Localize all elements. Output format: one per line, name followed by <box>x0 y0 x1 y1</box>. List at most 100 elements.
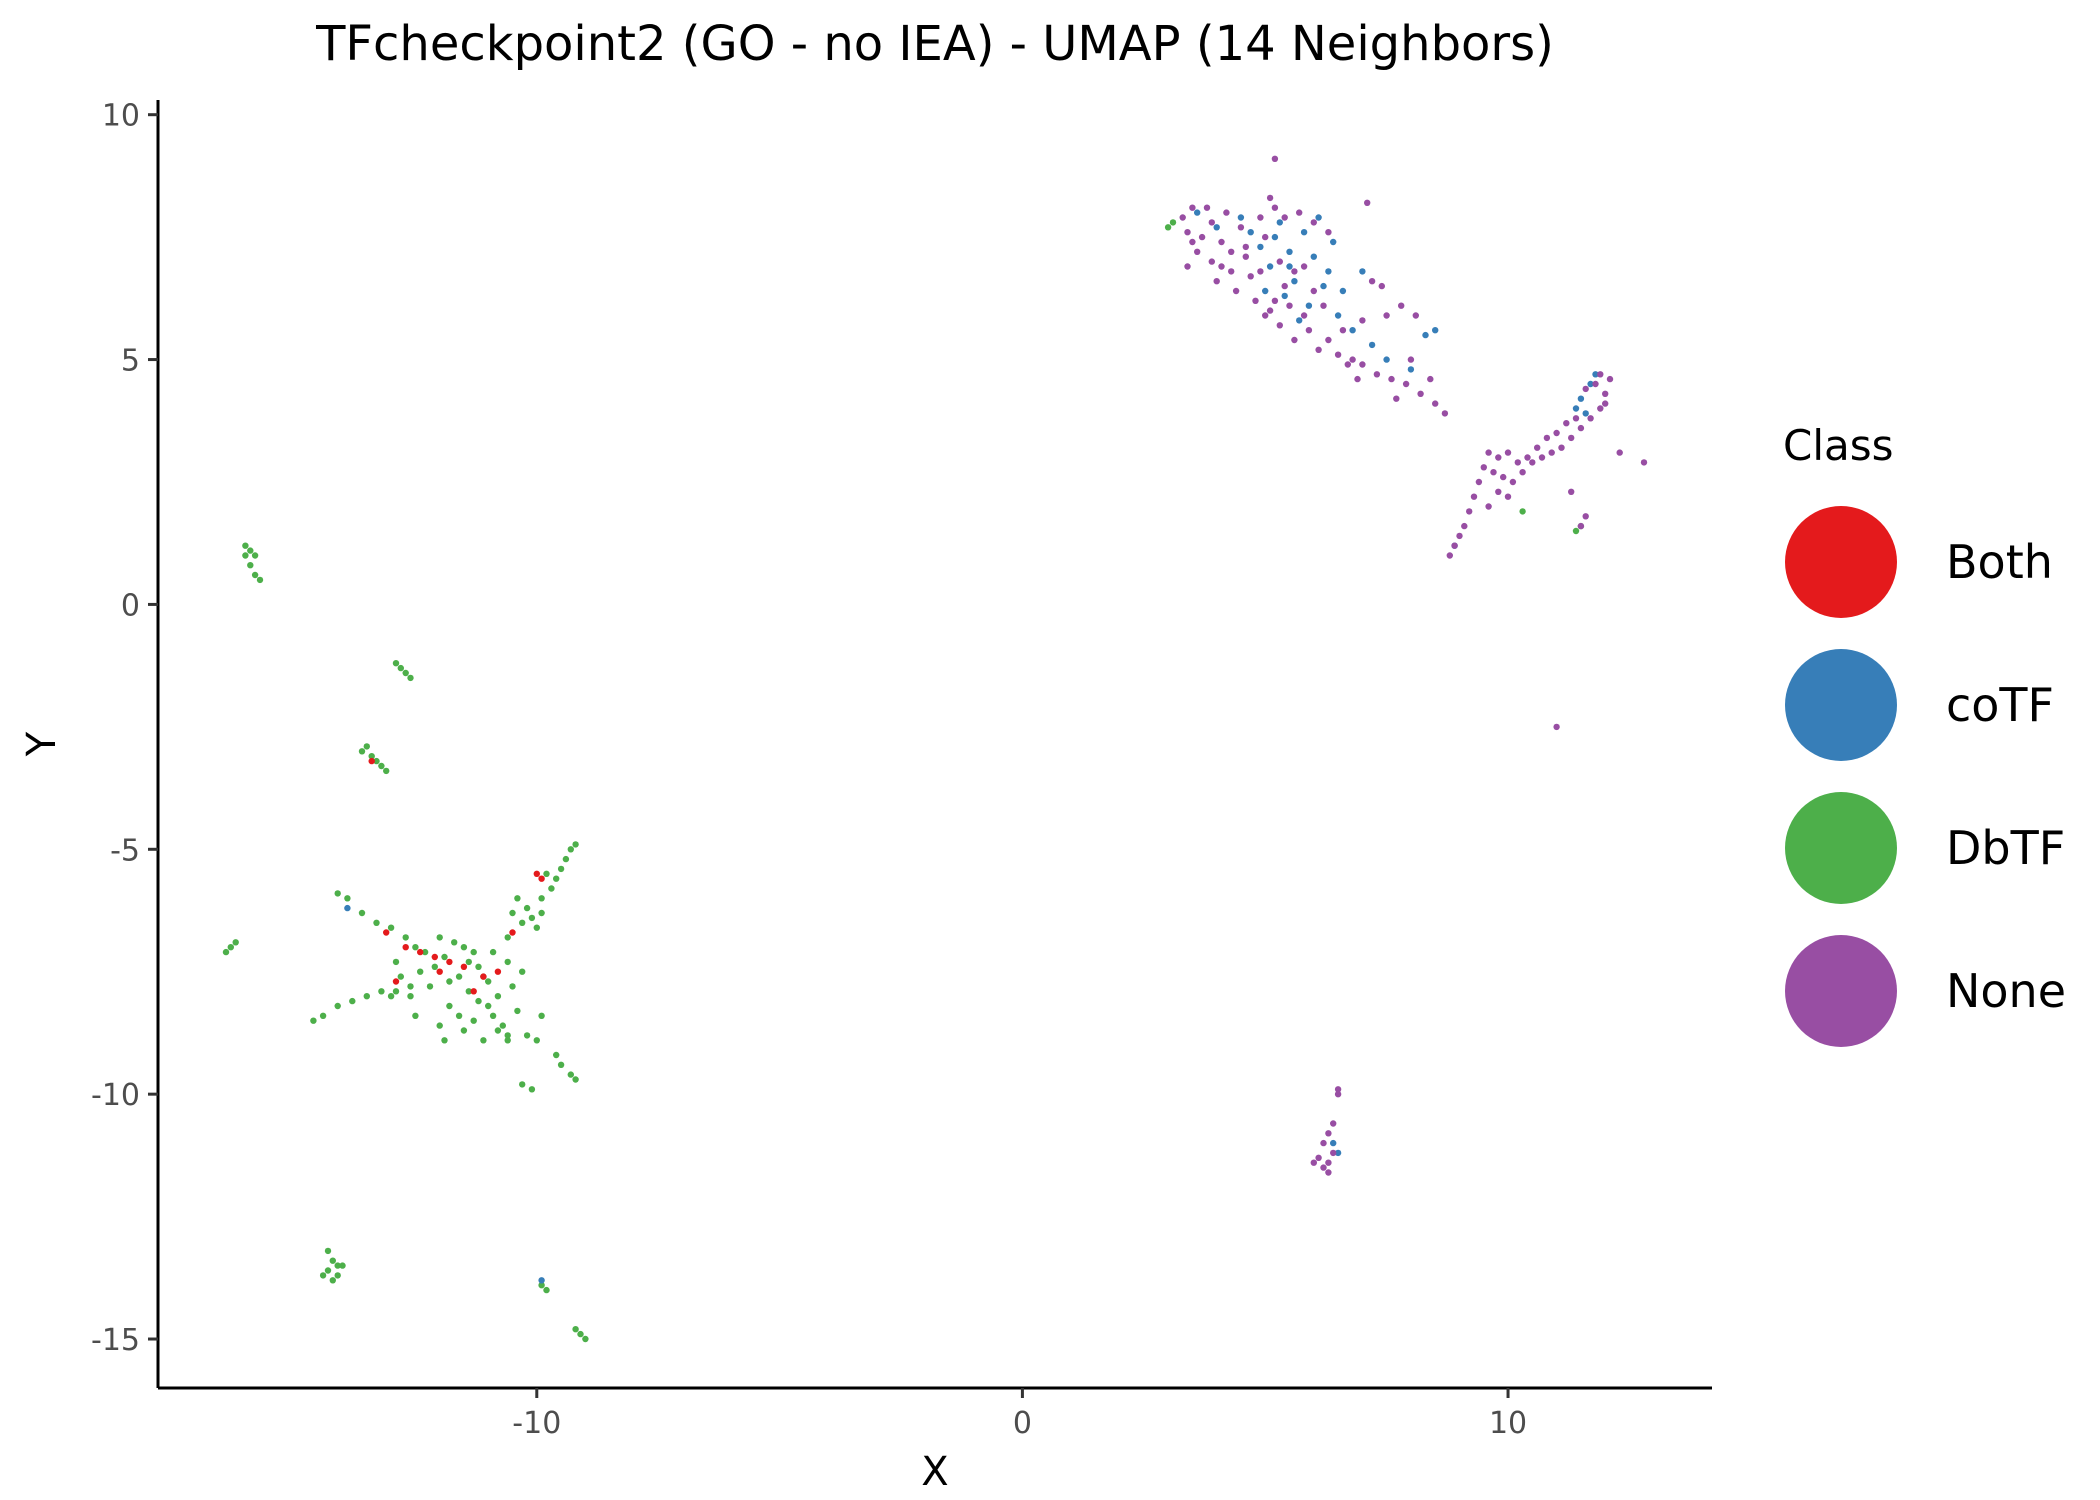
point-none <box>1330 1120 1337 1127</box>
point-none <box>1194 248 1201 255</box>
point-none <box>1315 346 1322 353</box>
point-dbtf <box>514 1007 521 1015</box>
point-dbtf <box>441 953 448 961</box>
point-none <box>1228 268 1235 275</box>
point-none <box>1266 307 1274 314</box>
point-cotf <box>1194 209 1201 216</box>
point-dbtf <box>465 988 472 995</box>
point-none <box>1548 449 1555 456</box>
point-dbtf <box>373 919 380 926</box>
point-dbtf <box>1164 224 1172 231</box>
point-cotf <box>1592 371 1599 378</box>
point-none <box>1334 1091 1342 1098</box>
point-dbtf <box>242 542 249 549</box>
point-none <box>1441 410 1449 417</box>
legend-key-both <box>1785 506 1897 618</box>
point-none <box>1602 390 1609 397</box>
x-tick-label: 10 <box>1489 1406 1527 1441</box>
point-dbtf <box>451 939 458 946</box>
point-none <box>1330 1149 1337 1157</box>
point-dbtf <box>572 1076 579 1083</box>
point-dbtf <box>504 1037 511 1044</box>
point-none <box>1325 229 1332 236</box>
point-dbtf <box>475 997 482 1005</box>
point-none <box>1582 385 1589 393</box>
point-none <box>1373 371 1381 378</box>
point-cotf <box>1310 253 1318 260</box>
point-none <box>1538 454 1546 461</box>
point-dbtf <box>567 1071 574 1078</box>
point-dbtf <box>460 944 468 951</box>
point-none <box>1291 336 1298 344</box>
point-dbtf <box>504 1032 511 1039</box>
point-dbtf <box>407 993 414 1000</box>
point-none <box>1281 282 1288 290</box>
point-dbtf <box>392 958 400 966</box>
point-cotf <box>1330 1139 1337 1147</box>
point-dbtf <box>553 875 560 882</box>
point-none <box>1456 532 1463 540</box>
point-dbtf <box>509 909 516 917</box>
point-none <box>1388 375 1395 383</box>
point-cotf <box>1266 263 1274 270</box>
point-dbtf <box>387 993 395 1000</box>
point-cotf <box>1296 317 1303 324</box>
point-none <box>1218 238 1225 246</box>
x-tick-label: -10 <box>512 1406 561 1441</box>
legend: Class Both coTF DbTF None <box>1783 421 2066 1047</box>
point-none <box>1325 1130 1332 1137</box>
point-dbtf <box>363 993 370 1000</box>
point-none <box>1247 273 1254 280</box>
point-dbtf <box>572 1326 579 1333</box>
point-none <box>1276 258 1284 265</box>
point-cotf <box>1320 282 1327 290</box>
point-both <box>538 875 545 882</box>
point-dbtf <box>504 934 511 941</box>
y-tick-label: 10 <box>102 99 140 134</box>
point-dbtf <box>392 660 400 667</box>
point-dbtf <box>548 885 555 892</box>
point-cotf <box>1315 214 1322 221</box>
point-cotf <box>1271 233 1279 241</box>
point-dbtf <box>499 1022 506 1029</box>
point-both <box>509 929 516 936</box>
point-dbtf <box>431 963 438 970</box>
point-cotf <box>1213 224 1220 231</box>
point-none <box>1344 361 1352 368</box>
point-dbtf <box>383 767 390 775</box>
point-none <box>1393 395 1400 402</box>
point-dbtf <box>232 939 239 946</box>
point-none <box>1592 380 1599 388</box>
y-tick-label: 5 <box>121 344 140 379</box>
point-none <box>1587 415 1594 422</box>
point-none <box>1242 253 1250 260</box>
point-dbtf <box>519 968 526 975</box>
point-both <box>392 978 400 985</box>
point-dbtf <box>543 870 550 877</box>
point-none <box>1368 278 1376 285</box>
point-none <box>1461 522 1468 530</box>
point-dbtf <box>455 1012 463 1019</box>
point-none <box>1514 459 1522 466</box>
y-axis-title: Y <box>19 731 65 757</box>
point-dbtf <box>523 904 531 912</box>
point-none <box>1271 204 1279 211</box>
legend-key-cotf <box>1785 649 1897 761</box>
point-none <box>1480 464 1488 471</box>
point-dbtf <box>378 762 385 770</box>
point-dbtf <box>514 895 521 902</box>
point-cotf <box>1349 327 1356 334</box>
point-cotf <box>1572 405 1580 412</box>
y-tick-label: 0 <box>121 588 140 623</box>
point-dbtf <box>412 1012 419 1019</box>
point-none <box>1179 214 1186 221</box>
point-both <box>460 963 468 970</box>
legend-title: Class <box>1783 421 1894 470</box>
point-dbtf <box>538 1282 545 1289</box>
point-none <box>1470 493 1478 500</box>
series-dbtf <box>222 219 1585 1343</box>
point-dbtf <box>572 841 579 848</box>
point-none <box>1339 327 1347 334</box>
point-none <box>1208 219 1216 226</box>
point-dbtf <box>519 919 526 926</box>
